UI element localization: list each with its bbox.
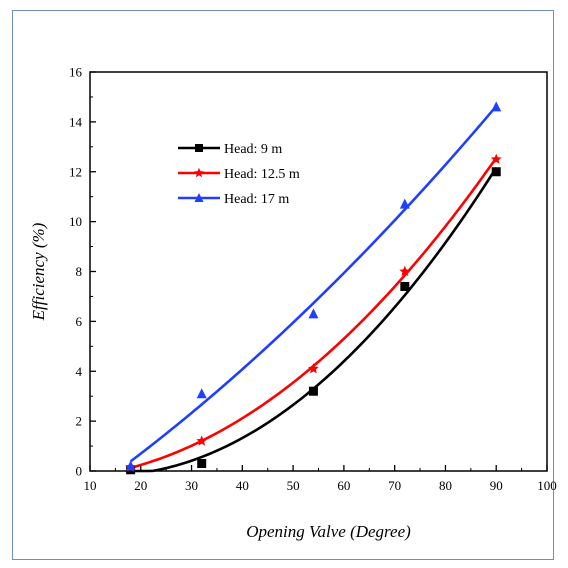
x-tick-label: 90 (490, 478, 503, 493)
legend-label: Head: 9 m (224, 142, 282, 157)
y-tick-label: 8 (76, 264, 83, 279)
legend-item: Head: 17 m (178, 192, 289, 207)
y-tick-label: 4 (76, 364, 83, 379)
series-curve (130, 167, 498, 473)
y-axis-title: Efficiency (%) (29, 222, 48, 321)
data-point-square (491, 167, 501, 177)
y-tick-label: 14 (69, 114, 83, 129)
legend-label: Head: 12.5 m (224, 167, 300, 182)
markers-layer (125, 101, 502, 475)
data-point-star (194, 167, 204, 178)
x-tick-label: 50 (287, 478, 300, 493)
legend-label: Head: 17 m (224, 192, 289, 207)
data-point-triangle (125, 460, 136, 471)
y-tick-label: 16 (69, 65, 83, 80)
x-tick-label: 100 (537, 478, 557, 493)
data-point-triangle (194, 193, 204, 202)
data-point-square (195, 144, 203, 152)
data-point-triangle (196, 388, 207, 399)
data-point-square (308, 386, 318, 396)
data-point-square (197, 459, 207, 469)
y-tick-label: 12 (69, 164, 82, 179)
legend-item: Head: 12.5 m (178, 167, 300, 182)
y-tick-label: 2 (76, 414, 83, 429)
data-point-triangle (399, 198, 410, 209)
x-tick-label: 10 (84, 478, 97, 493)
data-point-star (308, 363, 319, 374)
x-tick-label: 40 (236, 478, 249, 493)
x-tick-label: 20 (134, 478, 147, 493)
data-point-star (196, 435, 208, 446)
data-point-triangle (308, 308, 319, 319)
legend: Head: 9 m Head: 12.5 m Head: 17 m (178, 142, 300, 207)
series-curve (129, 105, 498, 463)
data-point-square (400, 281, 410, 291)
chart-frame (12, 10, 554, 560)
data-point-triangle (491, 101, 502, 112)
y-tick-label: 0 (76, 464, 83, 479)
x-tick-label: 30 (185, 478, 198, 493)
axes-layer: 10 20 30 40 50 60 70 80 90 100 0 2 4 6 8 10 12 14 16 (69, 65, 557, 494)
x-axis-title: Opening Valve (Degree) (246, 522, 411, 541)
y-tick-label: 10 (69, 214, 82, 229)
legend-item: Head: 9 m (178, 142, 282, 157)
data-point-star (490, 153, 502, 164)
plot-area-border (89, 71, 548, 472)
data-point-star (399, 265, 411, 277)
x-tick-label: 80 (439, 478, 452, 493)
y-tick-label: 6 (76, 314, 83, 329)
x-tick-label: 60 (337, 478, 350, 493)
x-tick-label: 70 (388, 478, 401, 493)
curves-layer (129, 105, 498, 473)
